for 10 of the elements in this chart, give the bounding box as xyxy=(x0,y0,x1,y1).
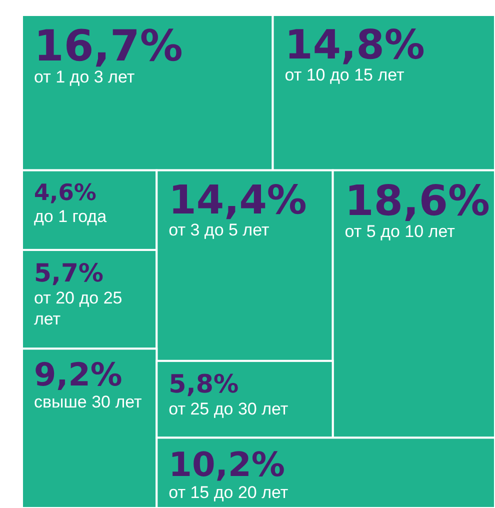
data-label: 4,6% xyxy=(34,180,96,206)
data-label: 10,2% xyxy=(168,444,285,484)
category-label: от 20 до 25 лет xyxy=(34,288,122,329)
category-label: свыше 30 лет xyxy=(34,392,142,412)
category-label: до 1 года xyxy=(34,206,108,226)
data-label: 9,2% xyxy=(34,356,122,394)
data-label: 5,8% xyxy=(168,370,239,399)
category-label: от 25 до 30 лет xyxy=(168,400,288,419)
category-label: от 15 до 20 лет xyxy=(168,482,288,502)
data-label: 5,7% xyxy=(34,258,104,288)
